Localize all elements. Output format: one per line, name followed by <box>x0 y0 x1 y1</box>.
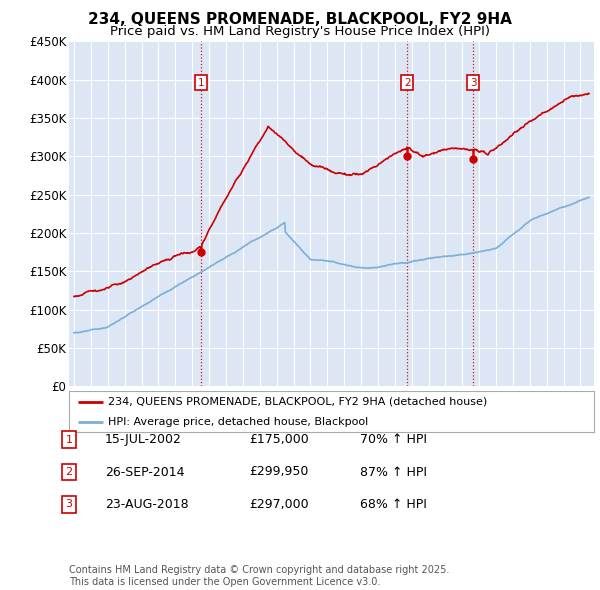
Text: 234, QUEENS PROMENADE, BLACKPOOL, FY2 9HA (detached house): 234, QUEENS PROMENADE, BLACKPOOL, FY2 9H… <box>109 396 488 407</box>
Text: 2: 2 <box>404 78 410 88</box>
Text: Price paid vs. HM Land Registry's House Price Index (HPI): Price paid vs. HM Land Registry's House … <box>110 25 490 38</box>
Text: 3: 3 <box>470 78 476 88</box>
Text: £297,000: £297,000 <box>249 498 308 511</box>
Text: 3: 3 <box>65 500 73 509</box>
Text: 2: 2 <box>65 467 73 477</box>
Text: 1: 1 <box>198 78 205 88</box>
Text: 70% ↑ HPI: 70% ↑ HPI <box>360 433 427 446</box>
Text: 234, QUEENS PROMENADE, BLACKPOOL, FY2 9HA: 234, QUEENS PROMENADE, BLACKPOOL, FY2 9H… <box>88 12 512 27</box>
Text: HPI: Average price, detached house, Blackpool: HPI: Average price, detached house, Blac… <box>109 417 368 427</box>
Text: 68% ↑ HPI: 68% ↑ HPI <box>360 498 427 511</box>
Text: 26-SEP-2014: 26-SEP-2014 <box>105 466 185 478</box>
Text: 15-JUL-2002: 15-JUL-2002 <box>105 433 182 446</box>
Text: Contains HM Land Registry data © Crown copyright and database right 2025.
This d: Contains HM Land Registry data © Crown c… <box>69 565 449 587</box>
Text: £175,000: £175,000 <box>249 433 309 446</box>
Text: 1: 1 <box>65 435 73 444</box>
Text: £299,950: £299,950 <box>249 466 308 478</box>
Text: 23-AUG-2018: 23-AUG-2018 <box>105 498 188 511</box>
Text: 87% ↑ HPI: 87% ↑ HPI <box>360 466 427 478</box>
